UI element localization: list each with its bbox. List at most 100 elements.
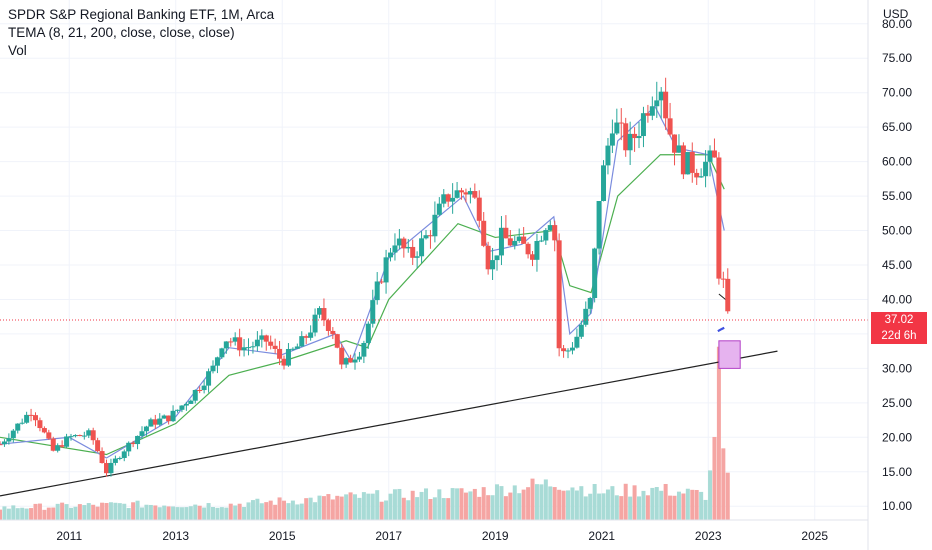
volume-bar — [614, 495, 619, 520]
candle-body — [503, 227, 509, 239]
time-tick-label: 2023 — [695, 529, 722, 543]
candle-body — [112, 458, 118, 463]
last-price-badge: 37.02 — [871, 311, 927, 328]
volume-bar — [645, 495, 650, 520]
volume-bar — [42, 509, 47, 520]
candle-body — [383, 257, 389, 283]
candle-body — [414, 256, 420, 258]
volume-bar — [397, 488, 402, 520]
candle-body — [19, 422, 25, 424]
countdown-badge: 22d 6h — [871, 327, 927, 344]
volume-bar — [539, 484, 544, 520]
candle-body — [698, 176, 704, 178]
volume-bar — [33, 503, 38, 520]
volume-bar — [534, 484, 539, 520]
candle-body — [126, 442, 132, 452]
candle-body — [450, 197, 456, 202]
volume-bar — [335, 495, 340, 520]
candle-body — [667, 118, 673, 135]
candle-body — [587, 298, 593, 309]
volume-bar — [361, 492, 366, 520]
volume-bar — [82, 505, 87, 520]
volume-bar — [157, 507, 162, 520]
volume-bar — [659, 490, 664, 520]
candle-body — [565, 350, 571, 352]
candle-body — [246, 347, 252, 349]
candle-body — [90, 430, 96, 441]
volume-label[interactable]: Vol — [8, 43, 27, 58]
candle-body — [711, 150, 717, 158]
candle-body — [179, 405, 185, 410]
volume-bar — [699, 491, 704, 520]
candle-body — [543, 230, 549, 241]
volume-bar — [73, 506, 78, 520]
candle-body — [1, 441, 7, 445]
candle-body — [228, 341, 234, 343]
candle-body — [538, 240, 544, 242]
volume-bar — [623, 483, 628, 520]
volume-bar — [663, 483, 668, 520]
volume-bar — [242, 507, 247, 520]
candle-body — [618, 122, 624, 124]
candle-body — [170, 410, 176, 422]
volume-bar — [228, 503, 233, 520]
price-tick-label: 75.00 — [882, 51, 912, 65]
chart-legend: SPDR S&P Regional Banking ETF, 1M, Arca … — [8, 6, 274, 60]
volume-bar — [481, 487, 486, 520]
volume-bar — [424, 488, 429, 520]
candle-body — [259, 335, 265, 340]
candle-body — [707, 150, 713, 162]
volume-bar — [508, 492, 513, 520]
volume-bar — [574, 490, 579, 520]
candle-body — [325, 320, 331, 331]
candle-body — [343, 358, 349, 365]
candle-body — [81, 435, 87, 437]
candle-body — [254, 339, 260, 347]
candle-body — [206, 371, 212, 386]
volume-bar — [135, 500, 140, 520]
volume-bar — [428, 499, 433, 520]
candle-body — [10, 430, 16, 439]
candle-body — [436, 203, 442, 215]
candle-body — [290, 348, 296, 350]
candle-body — [219, 348, 225, 358]
time-tick-label: 2015 — [269, 529, 296, 543]
candle-body — [472, 191, 478, 198]
candle-body — [197, 389, 203, 391]
volume-bar — [299, 503, 304, 520]
volume-bar — [375, 490, 380, 520]
zone-rectangle[interactable] — [718, 340, 741, 369]
volume-bar — [313, 502, 318, 520]
candle-body — [0, 444, 3, 446]
volume-bar — [60, 502, 65, 520]
tema-200-line — [717, 326, 725, 333]
volume-bar — [632, 485, 637, 520]
volume-bar — [592, 483, 597, 520]
volume-bar — [202, 507, 207, 520]
candle-body — [454, 190, 460, 198]
candle-body — [405, 246, 411, 249]
candle-body — [534, 240, 540, 260]
volume-bar — [441, 498, 446, 520]
trendline[interactable] — [0, 350, 778, 497]
candle-body — [476, 197, 482, 221]
candle-body — [268, 341, 274, 346]
candle-body — [725, 278, 731, 312]
volume-bar — [219, 507, 224, 520]
volume-bar — [526, 487, 531, 520]
candle-body — [139, 431, 145, 436]
candle-body — [348, 358, 354, 363]
indicator-label[interactable]: TEMA (8, 21, 200, close, close, close) — [8, 25, 235, 40]
candle-body — [59, 445, 65, 447]
currency-label[interactable]: USD — [883, 7, 909, 21]
symbol-title[interactable]: SPDR S&P Regional Banking ETF, 1M, Arca — [8, 7, 275, 22]
candle-body — [356, 356, 362, 360]
candle-body — [37, 420, 43, 429]
volume-bar — [641, 490, 646, 520]
candle-body — [423, 235, 429, 239]
volume-bar — [255, 498, 260, 520]
price-tick-label: 10.00 — [882, 499, 912, 513]
volume-bar — [708, 470, 713, 520]
volume-bar — [224, 507, 229, 520]
